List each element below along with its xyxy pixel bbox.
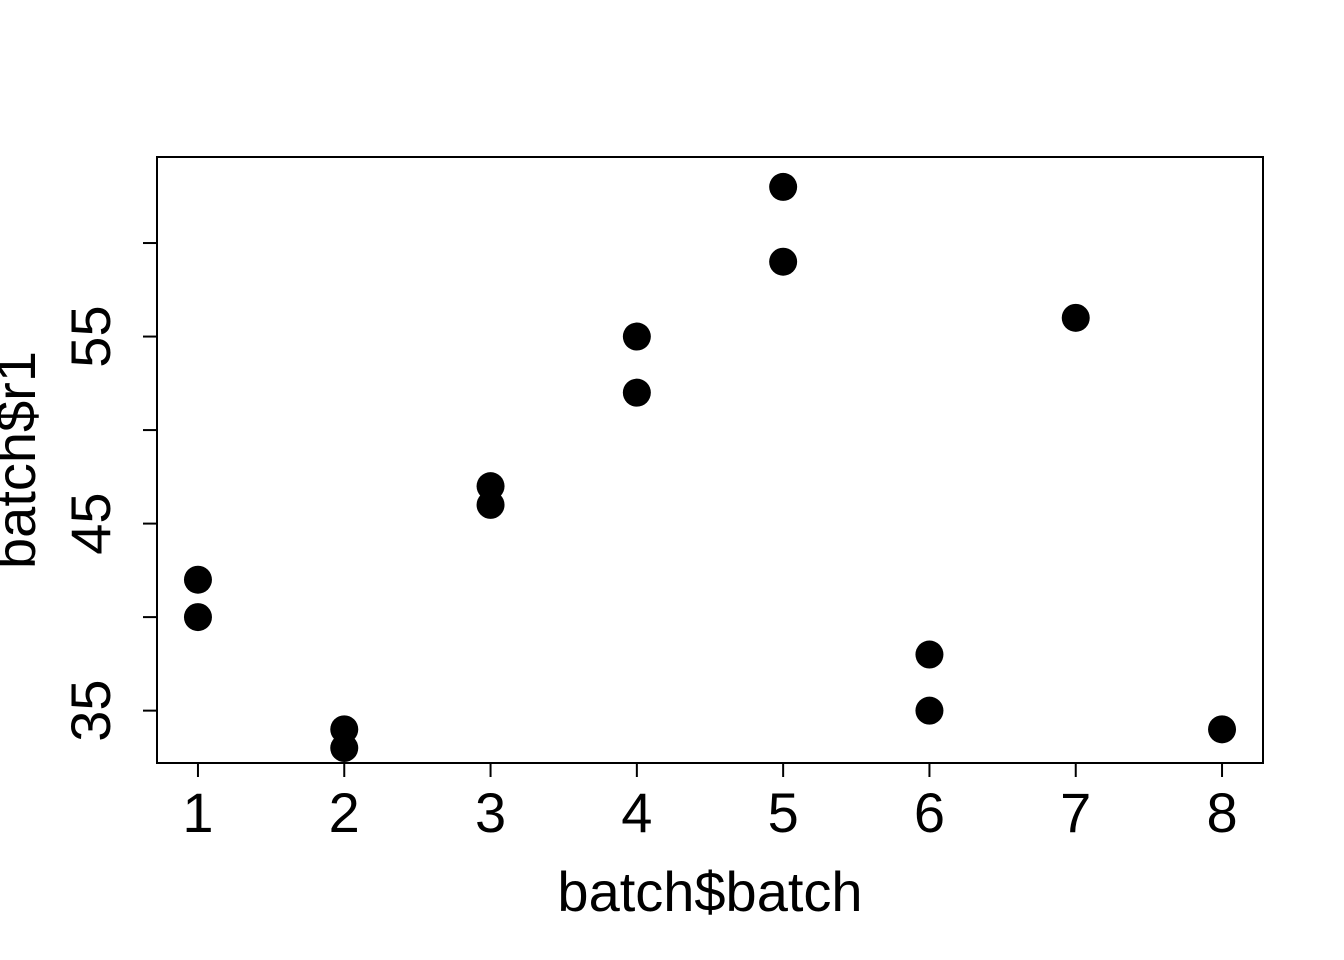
- x-tick-label: 7: [1060, 781, 1091, 844]
- x-tick-label: 6: [914, 781, 945, 844]
- plot-frame: [156, 156, 1264, 764]
- y-tick-label: 35: [59, 679, 122, 741]
- x-tick-label: 3: [475, 781, 506, 844]
- x-axis-label: batch$batch: [557, 860, 862, 923]
- data-point: [476, 490, 505, 519]
- data-point: [1208, 715, 1237, 744]
- data-point: [330, 734, 359, 763]
- y-axis-label: batch$r1: [0, 351, 47, 569]
- data-point: [769, 172, 798, 201]
- y-tick-label: 45: [59, 492, 122, 554]
- data-point: [915, 696, 944, 725]
- y-tick-label: 55: [59, 305, 122, 367]
- data-point: [1061, 303, 1090, 332]
- x-tick-label: 8: [1206, 781, 1237, 844]
- data-point: [622, 378, 651, 407]
- data-points: [183, 172, 1237, 763]
- x-tick-label: 4: [621, 781, 652, 844]
- data-point: [183, 603, 212, 632]
- x-tick-label: 1: [182, 781, 213, 844]
- x-tick-label: 2: [329, 781, 360, 844]
- data-point: [769, 247, 798, 276]
- data-point: [183, 565, 212, 594]
- x-tick-label: 5: [768, 781, 799, 844]
- x-axis: 1 2 3 4 5 6 7 8: [182, 763, 1238, 844]
- data-point: [622, 322, 651, 351]
- y-axis: 35 45 55: [59, 242, 157, 742]
- data-point: [915, 640, 944, 669]
